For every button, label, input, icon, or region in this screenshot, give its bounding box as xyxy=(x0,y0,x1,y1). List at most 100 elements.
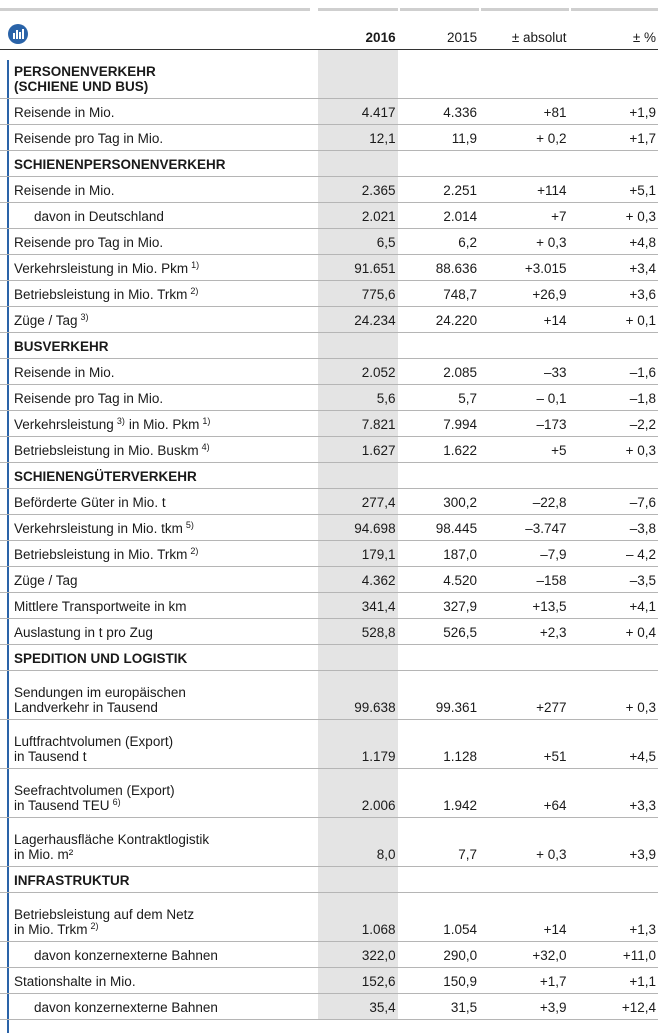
value: 94.698 xyxy=(354,521,396,536)
value: +4,8 xyxy=(629,235,656,250)
label-line: Reisende pro Tag in Mio. xyxy=(14,391,316,406)
value: 4.362 xyxy=(361,573,396,588)
value: +1,9 xyxy=(629,105,656,120)
value-cell xyxy=(481,50,568,98)
data-row: Luftfrachtvolumen (Export) in Tausend t 1.… xyxy=(0,720,658,769)
value-cell: –158 xyxy=(481,567,568,592)
value: 31,5 xyxy=(450,1000,478,1015)
label-line: BUSVERKEHR xyxy=(14,339,316,354)
value-cell: 187,0 xyxy=(400,541,480,566)
header-row: 2016 2015 ± absolut ± % xyxy=(0,0,658,50)
value-cell xyxy=(400,333,480,358)
label-text: Luftfrachtvolumen (Export) xyxy=(14,734,174,749)
label-line: Auslastung in t pro Zug xyxy=(14,625,316,640)
label-line: in Tausend t xyxy=(14,749,316,764)
value: 1.942 xyxy=(443,798,478,813)
value-cell: +3,9 xyxy=(571,818,658,866)
label-line: PERSONENVERKEHR xyxy=(14,64,316,79)
data-row: Beförderte Güter in Mio. t 277,4 300,2 –22,… xyxy=(0,489,658,515)
value: + 0,3 xyxy=(625,700,656,715)
label-text: Verkehrsleistung in Mio. tkm xyxy=(14,521,183,536)
value: + 0,2 xyxy=(536,131,567,146)
label-text: davon konzernexterne Bahnen xyxy=(34,948,218,963)
value-cell: +32,0 xyxy=(481,942,568,967)
value-cell: 11,9 xyxy=(400,125,480,150)
value: –158 xyxy=(536,573,567,588)
value: 1.179 xyxy=(361,749,396,764)
data-row: Reisende in Mio. 4.417 4.336 +81 +1,9 xyxy=(0,99,658,125)
value-cell: –22,8 xyxy=(481,489,568,514)
value-cell: 1.627 xyxy=(318,437,398,462)
value-cell: 24.220 xyxy=(400,307,480,332)
value-cell: –173 xyxy=(481,411,568,436)
side-bar xyxy=(7,60,9,1033)
value-cell: +4,1 xyxy=(571,593,658,618)
value-cell: 5,7 xyxy=(400,385,480,410)
value: 24.220 xyxy=(435,313,478,328)
value: 4.520 xyxy=(443,573,478,588)
value-cell: – 4,2 xyxy=(571,541,658,566)
value: +32,0 xyxy=(532,948,567,963)
section-title: INFRASTRUKTUR xyxy=(0,867,316,892)
value-cell: – 0,1 xyxy=(481,385,568,410)
label-line: Reisende pro Tag in Mio. xyxy=(14,131,316,146)
data-row: davon konzernexterne Bahnen 322,0 290,0 +32… xyxy=(0,942,658,968)
value-cell: 4.362 xyxy=(318,567,398,592)
value: 98.445 xyxy=(435,521,478,536)
value: 7,7 xyxy=(458,847,478,862)
value: –2,2 xyxy=(629,417,656,432)
value: +14 xyxy=(543,922,567,937)
value-cell: –2,2 xyxy=(571,411,658,436)
value: – 4,2 xyxy=(625,547,656,562)
value: 327,9 xyxy=(443,599,478,614)
value-cell: +277 xyxy=(481,671,568,719)
footnote-ref: 5) xyxy=(185,520,194,530)
row-label: Reisende pro Tag in Mio. xyxy=(0,125,316,150)
value: 2.014 xyxy=(443,209,478,224)
value: –3,5 xyxy=(629,573,656,588)
row-label: Seefrachtvolumen (Export) in Tausend TEU 6… xyxy=(0,769,316,817)
value-cell: +1,7 xyxy=(481,968,568,993)
value-cell: 2.251 xyxy=(400,177,480,202)
value: 2.365 xyxy=(361,183,396,198)
value-cell: + 0,3 xyxy=(571,437,658,462)
value: + 0,1 xyxy=(625,313,656,328)
value-cell: +5,1 xyxy=(571,177,658,202)
value-cell: –1,6 xyxy=(571,359,658,384)
data-row: Stationshalte in Mio. 152,6 150,9 +1,7 +1,1 xyxy=(0,968,658,994)
section-title: PERSONENVERKEHR (SCHIENE UND BUS) xyxy=(0,50,316,98)
value-cell: 322,0 xyxy=(318,942,398,967)
data-row: Züge / Tag 3) 24.234 24.220 +14 + 0,1 xyxy=(0,307,658,333)
value: 12,1 xyxy=(369,131,396,146)
label-line: Reisende in Mio. xyxy=(14,365,316,380)
row-label: Züge / Tag 3) xyxy=(0,307,316,332)
data-row: Züge / Tag 4.362 4.520 –158 –3,5 xyxy=(0,567,658,593)
value-cell: 7.994 xyxy=(400,411,480,436)
header-label xyxy=(0,8,311,49)
label-line: Mittlere Transportweite in km xyxy=(14,599,316,614)
label-line: SCHIENENGÜTERVERKEHR xyxy=(14,469,316,484)
footnote-ref: 2) xyxy=(190,546,199,556)
value-cell: +12,4 xyxy=(571,994,658,1019)
row-label: Beförderte Güter in Mio. t xyxy=(0,489,316,514)
data-row: Reisende pro Tag in Mio. 12,1 11,9 + 0,2 +1,… xyxy=(0,125,658,151)
value: 1.622 xyxy=(443,443,478,458)
value-cell: 7,7 xyxy=(400,818,480,866)
label-line: Sendungen im europäischen xyxy=(14,685,316,700)
label-text: Lagerhausfläche Kontraktlogistik xyxy=(14,832,210,847)
value: –7,6 xyxy=(629,495,656,510)
label-text: (SCHIENE UND BUS) xyxy=(14,79,149,94)
value-cell: 4.336 xyxy=(400,99,480,124)
data-row: Verkehrsleistung in Mio. Pkm 1) 91.651 88.6… xyxy=(0,255,658,281)
value-cell: 277,4 xyxy=(318,489,398,514)
value: +14 xyxy=(543,313,567,328)
value: + 0,3 xyxy=(625,443,656,458)
label-line: in Mio. Trkm 2) xyxy=(14,922,316,938)
section-row: BUSVERKEHR xyxy=(0,333,658,359)
label-line: SCHIENENPERSONENVERKEHR xyxy=(14,157,316,172)
label-text: Landverkehr in Tausend xyxy=(14,700,158,715)
section-row: PERSONENVERKEHR (SCHIENE UND BUS) xyxy=(0,50,658,99)
label-line: INFRASTRUKTUR xyxy=(14,873,316,888)
value-cell: –7,9 xyxy=(481,541,568,566)
value: 187,0 xyxy=(443,547,478,562)
